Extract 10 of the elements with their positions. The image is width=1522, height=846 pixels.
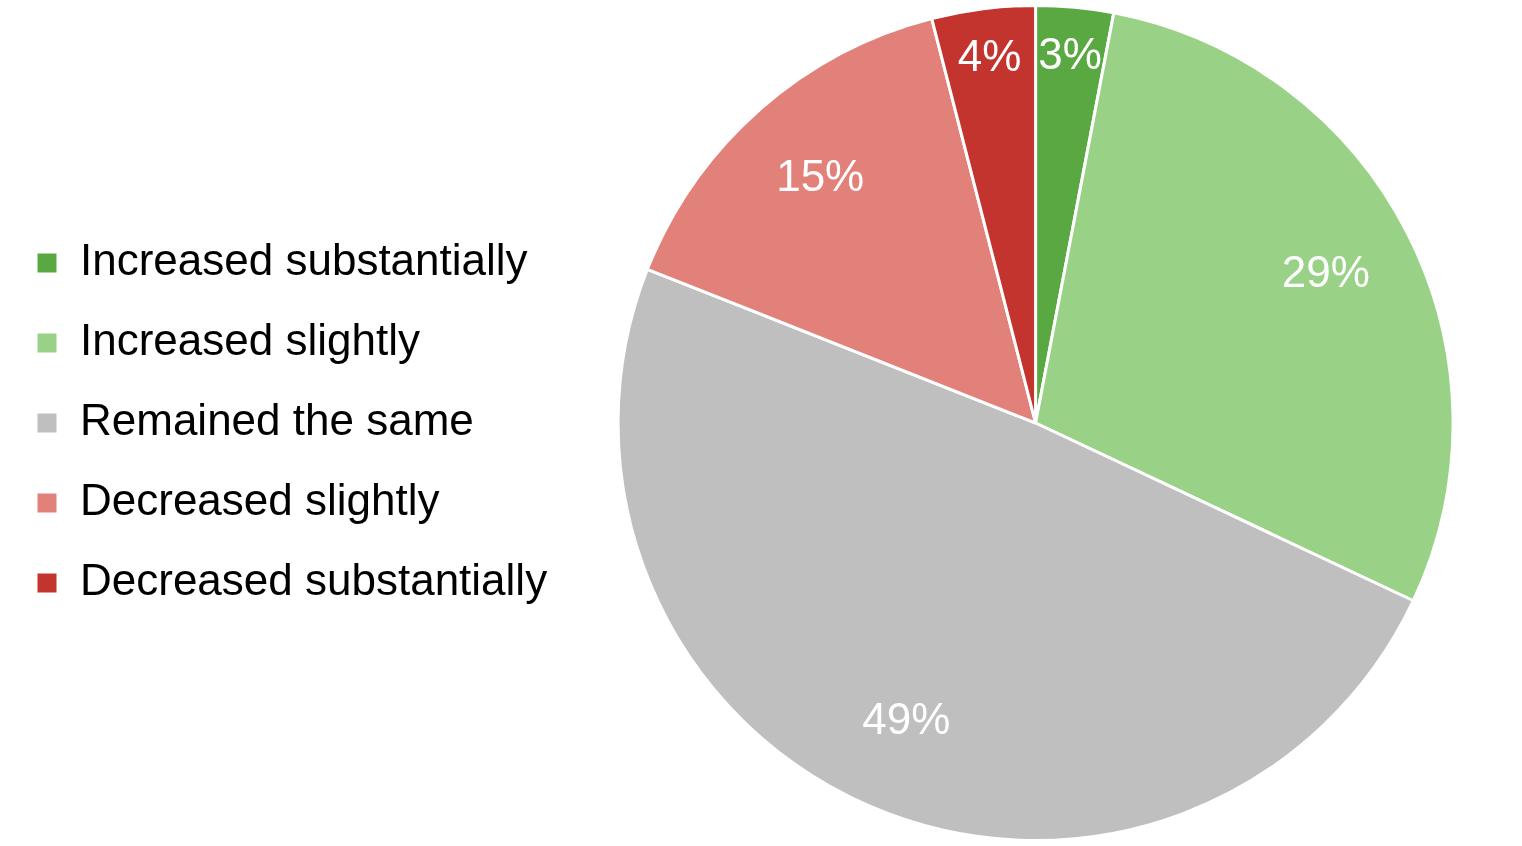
data-label: 3%: [1038, 29, 1102, 79]
legend-label: Decreased substantially: [80, 555, 548, 605]
legend-label: Remained the same: [80, 395, 474, 445]
legend-label: Increased substantially: [80, 235, 528, 285]
data-label: 49%: [862, 694, 951, 744]
legend-label: Decreased slightly: [80, 475, 440, 525]
data-label: 4%: [957, 30, 1022, 80]
data-label: 15%: [776, 150, 865, 200]
data-label: 29%: [1281, 247, 1370, 297]
legend-label: Increased slightly: [80, 315, 420, 365]
